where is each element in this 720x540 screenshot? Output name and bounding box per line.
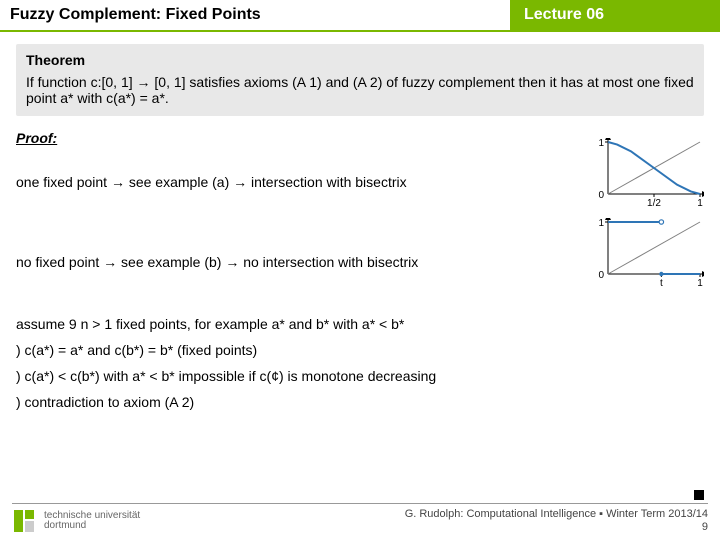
proof-line-ca: ) c(a*) = a* and c(b*) = b* (fixed point… [16, 342, 704, 358]
svg-text:1: 1 [697, 278, 703, 289]
theorem-body: If function c:[0, 1] → [0, 1] satisfies … [26, 74, 694, 106]
tu-logo-icon [12, 508, 38, 534]
affiliation-logo: technische universität dortmund [12, 508, 140, 534]
slide-header: Fuzzy Complement: Fixed Points Lecture 0… [0, 0, 720, 32]
page-number: 9 [405, 521, 708, 534]
proof-line-assume: assume 9 n > 1 fixed points, for example… [16, 316, 704, 332]
header-title-left: Fuzzy Complement: Fixed Points [0, 0, 510, 32]
footer-credit: G. Rudolph: Computational Intelligence ▪… [405, 508, 708, 534]
proof-line-impossible: ) c(a*) < c(b*) with a* < b* impossible … [16, 368, 704, 384]
svg-text:1/2: 1/2 [647, 198, 661, 209]
svg-text:0: 0 [598, 270, 604, 281]
proof-row-no-fixed: no fixed point → see example (b) → no in… [16, 236, 704, 310]
svg-text:1: 1 [697, 198, 703, 209]
header-title-right: Lecture 06 [510, 0, 720, 32]
slide-content: Theorem If function c:[0, 1] → [0, 1] sa… [0, 32, 720, 410]
svg-text:1: 1 [598, 138, 604, 149]
svg-text:t: t [660, 278, 663, 289]
theorem-label: Theorem [26, 52, 694, 68]
credit-line: G. Rudolph: Computational Intelligence ▪… [405, 508, 708, 521]
svg-text:0: 0 [598, 190, 604, 201]
chart-example-a: 1 0 1/2 1 [594, 138, 704, 216]
chart-example-b: 1 0 t 1 [594, 218, 704, 296]
affiliation-line2: dortmund [44, 521, 140, 532]
slide-footer: technische universität dortmund G. Rudol… [0, 503, 720, 534]
footer-divider [12, 503, 708, 504]
proof-line-contradiction: ) contradiction to axiom (A 2) [16, 394, 704, 410]
qed-icon [694, 490, 704, 500]
svg-text:1: 1 [598, 218, 604, 229]
theorem-box: Theorem If function c:[0, 1] → [0, 1] sa… [16, 44, 704, 116]
